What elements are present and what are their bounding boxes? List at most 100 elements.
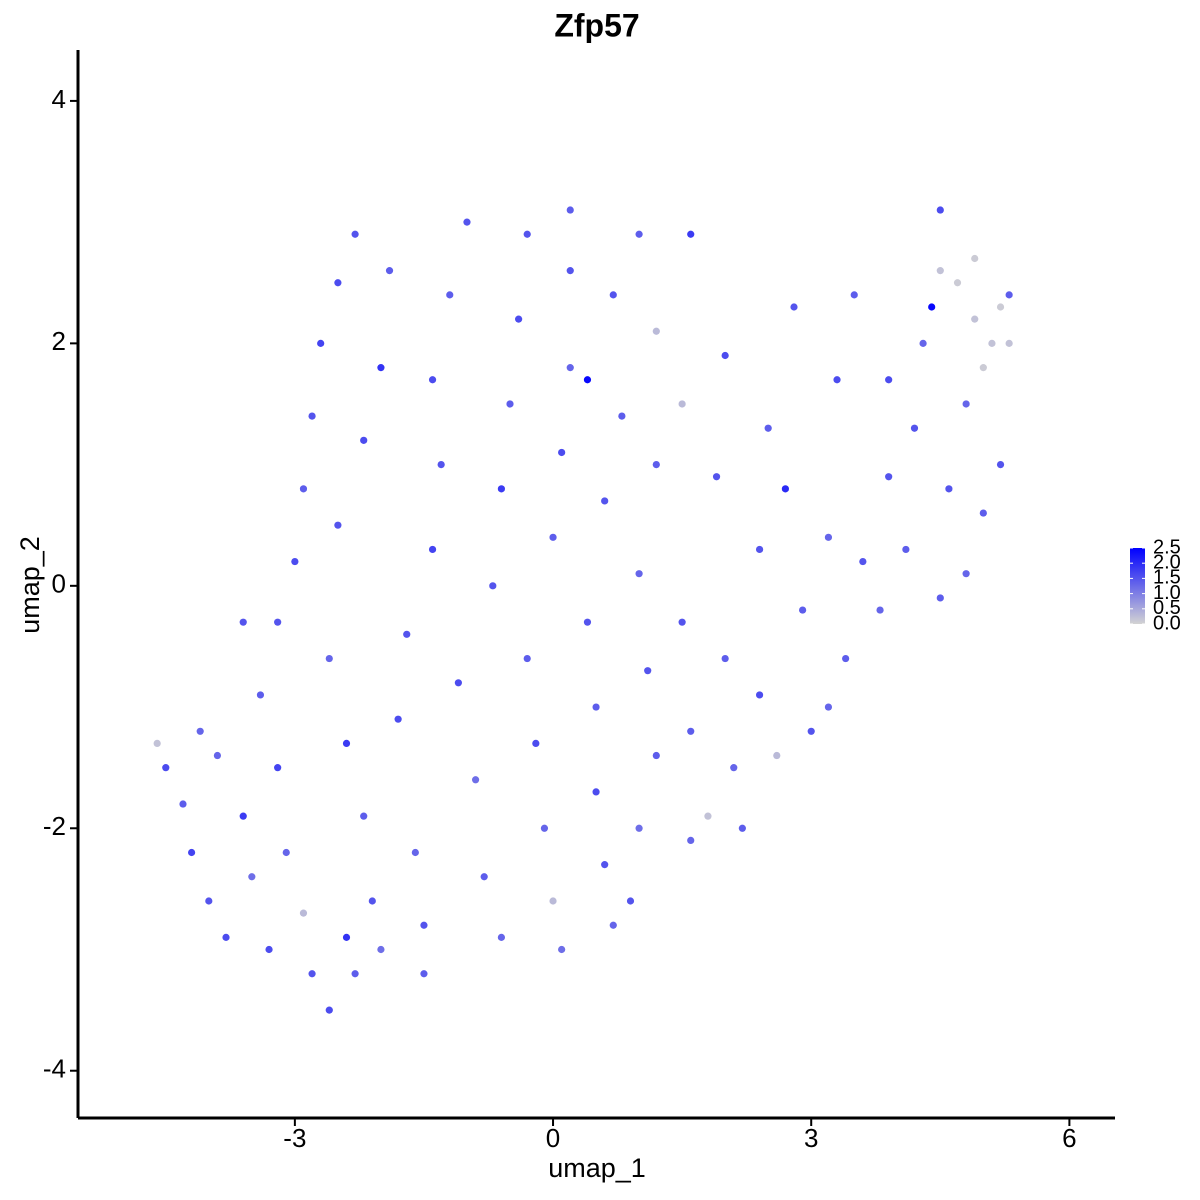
point (988, 339, 996, 347)
point (497, 933, 506, 941)
point (506, 400, 514, 408)
point (902, 545, 910, 554)
point (239, 812, 247, 820)
point (781, 485, 789, 493)
point (325, 654, 333, 663)
point (153, 739, 161, 748)
point (463, 218, 471, 226)
colorbar-label: 2.5 (1153, 536, 1181, 558)
point (824, 533, 833, 541)
point (953, 279, 962, 287)
point (256, 691, 265, 699)
point (411, 848, 419, 857)
point (205, 897, 213, 905)
point (360, 436, 368, 444)
point (549, 533, 557, 541)
point (971, 254, 979, 263)
point (360, 812, 368, 820)
point (635, 570, 643, 578)
point (162, 764, 170, 772)
point (334, 279, 342, 287)
point (403, 630, 411, 638)
point (842, 654, 850, 663)
point (764, 424, 772, 432)
point (532, 739, 540, 748)
point (428, 376, 437, 384)
point (859, 557, 867, 566)
point (730, 764, 738, 772)
point (678, 400, 686, 408)
point (652, 460, 660, 469)
point (213, 751, 222, 760)
point (618, 412, 626, 420)
y-tick-label: 4 (52, 84, 66, 114)
point (377, 364, 385, 372)
point (962, 570, 970, 578)
colorbar-label: 0.0 (1153, 612, 1181, 634)
point (368, 897, 376, 905)
point (583, 618, 592, 626)
point (712, 473, 721, 481)
point (687, 727, 695, 735)
point (248, 873, 256, 881)
point (489, 582, 497, 590)
colorbar (1130, 548, 1145, 624)
point (996, 460, 1005, 469)
point (523, 654, 531, 663)
point (807, 727, 815, 735)
x-tick-label: 0 (546, 1123, 560, 1153)
point (454, 679, 462, 687)
point (885, 376, 893, 384)
point (945, 485, 953, 493)
x-tick-label: 6 (1062, 1123, 1076, 1153)
point (626, 897, 635, 905)
point (609, 921, 617, 929)
point (910, 424, 919, 432)
y-tick-label: 0 (52, 569, 66, 599)
point (721, 654, 729, 663)
colorbar-label: 1.5 (1153, 567, 1181, 589)
point (652, 751, 660, 760)
point (196, 727, 204, 735)
point (377, 945, 385, 954)
point (239, 618, 247, 626)
point (755, 545, 764, 554)
point (566, 206, 574, 214)
point (936, 267, 944, 275)
point (885, 473, 893, 481)
point (558, 448, 566, 457)
point (446, 291, 454, 299)
point (601, 497, 609, 505)
point (1005, 339, 1013, 347)
point (566, 267, 574, 275)
point (971, 315, 979, 323)
point (351, 230, 359, 238)
point (850, 291, 858, 299)
point (274, 764, 282, 772)
point (274, 618, 282, 626)
point (515, 315, 523, 323)
point (583, 376, 592, 384)
point (609, 291, 617, 299)
point (652, 327, 660, 335)
point (342, 739, 351, 748)
y-tick-label: -2 (43, 811, 66, 841)
point (420, 970, 428, 978)
point (222, 933, 230, 941)
point (265, 945, 273, 954)
point (635, 824, 643, 832)
point (342, 933, 351, 941)
point (299, 909, 308, 917)
point (876, 606, 884, 614)
y-tick-label: 2 (52, 326, 66, 356)
point (317, 339, 325, 347)
point (351, 970, 359, 978)
point (919, 339, 927, 347)
point (704, 812, 712, 820)
point (540, 824, 549, 832)
point (644, 667, 652, 675)
x-tick-label: -3 (283, 1123, 306, 1153)
x-tick-label: 3 (804, 1123, 818, 1153)
point (385, 267, 394, 275)
point (738, 824, 746, 832)
